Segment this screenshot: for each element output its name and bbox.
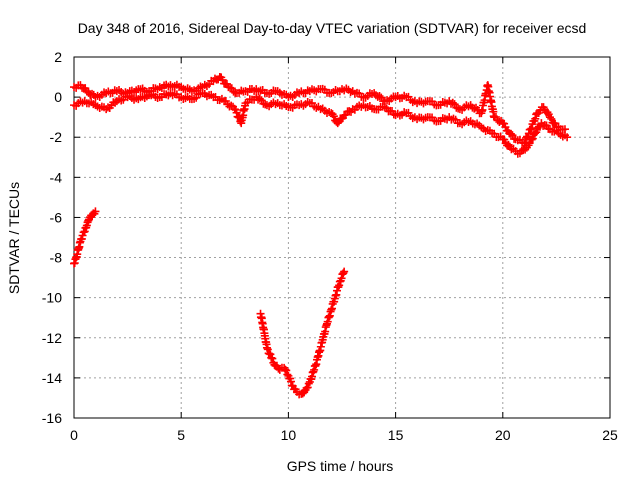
y-tick-label: -2 [50,129,63,145]
data-point-marker [286,377,295,386]
data-point-marker [257,96,266,105]
data-point-marker [282,366,291,375]
data-point-marker [530,129,539,138]
data-point-marker [470,104,479,113]
x-tick-label: 0 [70,427,78,443]
data-point-marker [266,350,275,359]
data-point-marker [504,140,513,149]
data-point-marker [527,135,536,144]
data-point-marker [91,207,100,216]
data-point-marker [547,114,556,123]
y-tick-label: -4 [50,169,63,185]
data-point-marker [102,105,111,114]
data-point-marker [508,131,517,140]
data-point-marker [111,98,120,107]
x-tick-label: 25 [602,427,618,443]
data-point-marker [268,354,277,363]
y-tick-label: -12 [42,330,62,346]
data-point-marker [255,94,264,103]
axis-ticks [73,56,611,419]
data-point-marker [232,108,241,117]
data-markers [70,73,572,399]
data-point-marker [545,113,554,122]
data-point-marker [450,100,459,109]
data-point-marker [375,92,384,101]
x-tick-label: 5 [177,427,185,443]
y-tick-label: 2 [54,49,62,65]
y-tick-label: -8 [50,250,63,266]
data-point-marker [500,135,509,144]
plot-frame [73,56,611,419]
data-point-marker [563,133,572,142]
data-point-marker [531,114,540,123]
data-point-marker [528,134,537,143]
x-tick-label: 20 [495,427,511,443]
y-tick-label: -6 [50,209,63,225]
data-point-marker [380,103,389,112]
data-point-marker [329,112,338,121]
data-point-marker [304,379,313,388]
x-tick-label: 10 [281,427,297,443]
data-point-marker [522,133,531,142]
data-point-marker [448,98,457,107]
data-point-marker [339,269,348,278]
data-point-marker [532,128,541,137]
data-point-marker [340,267,349,276]
data-point-marker [227,101,236,110]
y-axis-label: SDTVAR / TECUs [6,182,22,294]
y-tick-label: -10 [42,290,62,306]
grid-lines [74,57,610,418]
x-axis-label: GPS time / hours [287,458,394,474]
data-point-marker [303,383,312,392]
data-point-marker [263,345,272,354]
data-point-marker [337,274,346,283]
data-point-marker [506,129,515,138]
y-tick-label: 0 [54,89,62,105]
x-tick-label: 15 [388,427,404,443]
data-point-marker [281,365,290,374]
y-tick-label: -16 [42,410,62,426]
y-tick-label: -14 [42,370,62,386]
data-point-marker [526,125,535,134]
chart-title: Day 348 of 2016, Sidereal Day-to-day VTE… [78,20,587,36]
data-point-marker [377,93,386,102]
data-point-marker [333,119,342,128]
data-point-marker [262,343,271,352]
